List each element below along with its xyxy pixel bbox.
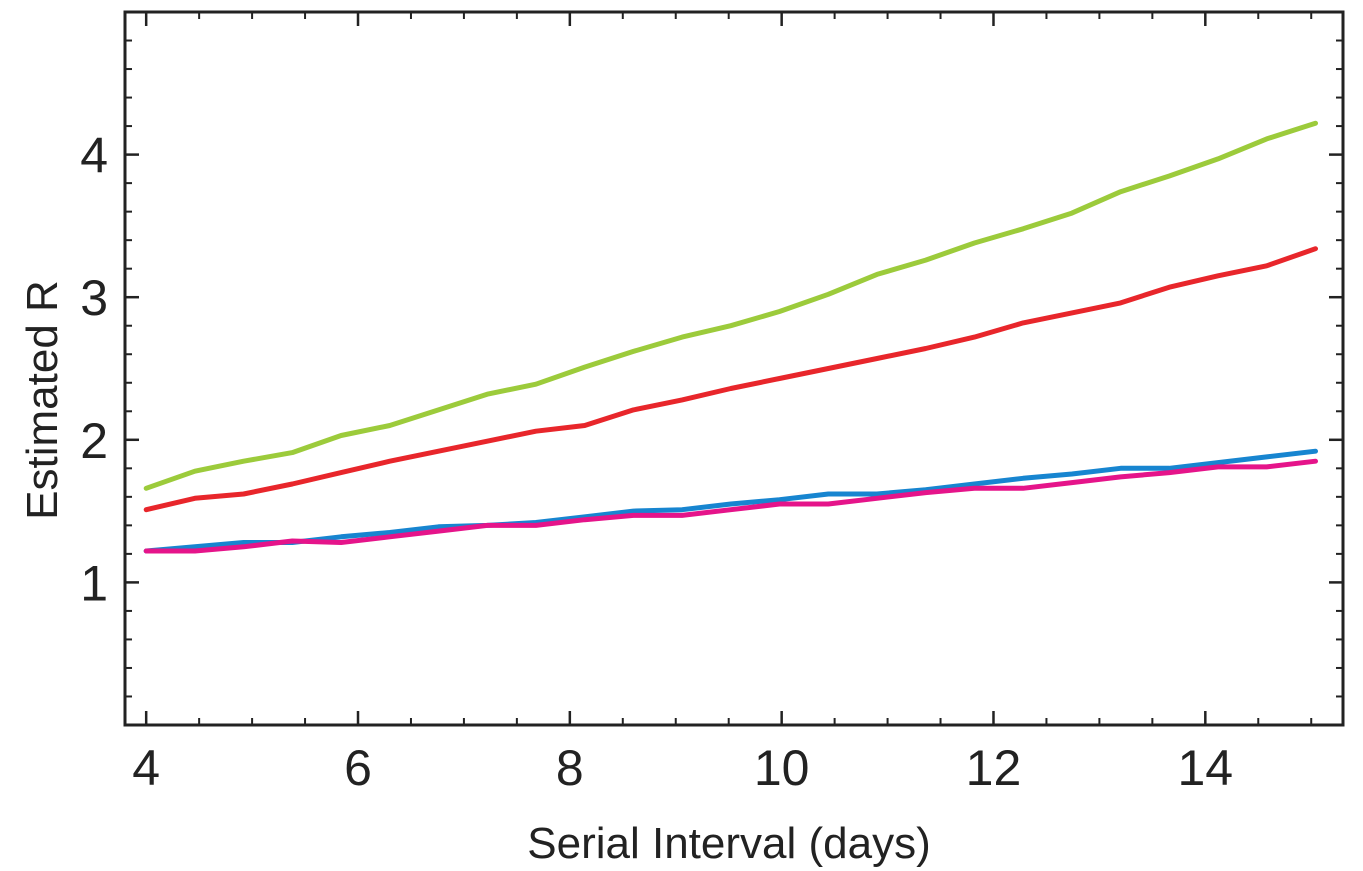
x-tick-labels: 4 6 8 10 12 14 <box>132 740 1233 796</box>
y-tick-labels: 1 2 3 4 <box>80 128 108 612</box>
x-tick-label: 14 <box>1178 740 1234 796</box>
x-tick-label: 10 <box>754 740 810 796</box>
x-tick-label: 8 <box>556 740 584 796</box>
series-line-4 <box>143 458 1318 554</box>
series-lines <box>143 120 1318 554</box>
y-tick-label: 3 <box>80 270 108 326</box>
series-line-1 <box>143 120 1318 491</box>
y-tick-label: 4 <box>80 128 108 184</box>
x-tick-label: 4 <box>132 740 160 796</box>
major-ticks <box>125 12 1343 725</box>
minor-ticks <box>125 12 1343 725</box>
x-tick-label: 6 <box>344 740 372 796</box>
x-tick-label: 12 <box>966 740 1022 796</box>
plot-frame <box>123 10 1345 727</box>
x-axis-label: Serial Interval (days) <box>527 819 930 868</box>
y-axis-label: Estimated R <box>18 280 67 520</box>
y-tick-label: 1 <box>80 555 108 611</box>
y-tick-label: 2 <box>80 413 108 469</box>
series-line-2 <box>143 246 1318 513</box>
series-line-3 <box>143 448 1318 554</box>
